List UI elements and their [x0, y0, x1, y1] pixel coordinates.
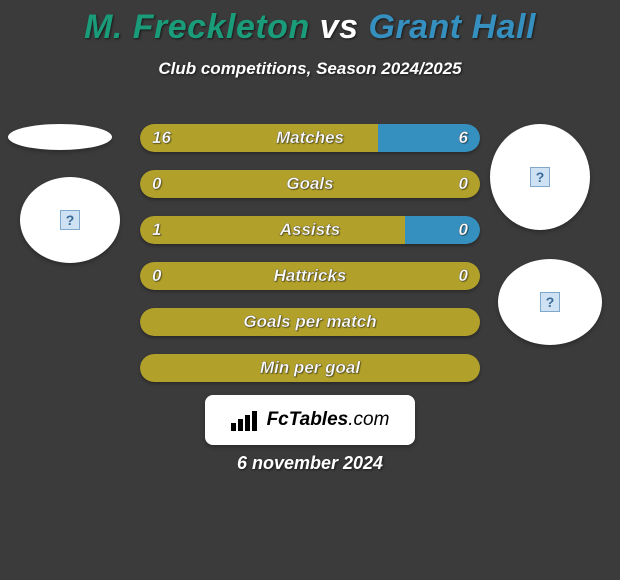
stat-label: Hattricks [140, 262, 480, 290]
stat-row-min-per-goal: Min per goal [140, 354, 480, 382]
avatar-circle-left-bottom: ? [20, 177, 120, 263]
page-title: M. Freckleton vs Grant Hall [0, 0, 620, 47]
comparison-infographic: M. Freckleton vs Grant Hall Club competi… [0, 0, 620, 580]
stat-label: Matches [140, 124, 480, 152]
subtitle: Club competitions, Season 2024/2025 [0, 59, 620, 79]
bar-chart-icon [231, 409, 261, 431]
stat-label: Goals [140, 170, 480, 198]
stat-row-goals-per-match: Goals per match [140, 308, 480, 336]
fctables-logo: FcTables.com [205, 395, 415, 445]
placeholder-question-icon: ? [530, 167, 550, 187]
player1-name: M. Freckleton [84, 8, 310, 46]
placeholder-question-icon: ? [60, 210, 80, 230]
stat-row-assists: 10Assists [140, 216, 480, 244]
logo-text: FcTables.com [267, 409, 390, 431]
stats-bars: 166Matches 00Goals 10Assists 00Hattricks Goa… [140, 124, 480, 400]
stat-label: Assists [140, 216, 480, 244]
placeholder-question-icon: ? [540, 292, 560, 312]
stat-row-matches: 166Matches [140, 124, 480, 152]
stat-row-goals: 00Goals [140, 170, 480, 198]
stat-row-hattricks: 00Hattricks [140, 262, 480, 290]
logo-suffix: .com [348, 409, 389, 430]
avatar-circle-left-top [8, 124, 112, 150]
vs-separator: vs [310, 8, 369, 46]
player2-name: Grant Hall [368, 8, 535, 46]
avatar-circle-right-top: ? [490, 124, 590, 230]
logo-brand: FcTables [267, 409, 349, 430]
stat-label: Goals per match [140, 308, 480, 336]
stat-label: Min per goal [140, 354, 480, 382]
avatar-circle-right-bottom: ? [498, 259, 602, 345]
date-label: 6 november 2024 [0, 453, 620, 474]
